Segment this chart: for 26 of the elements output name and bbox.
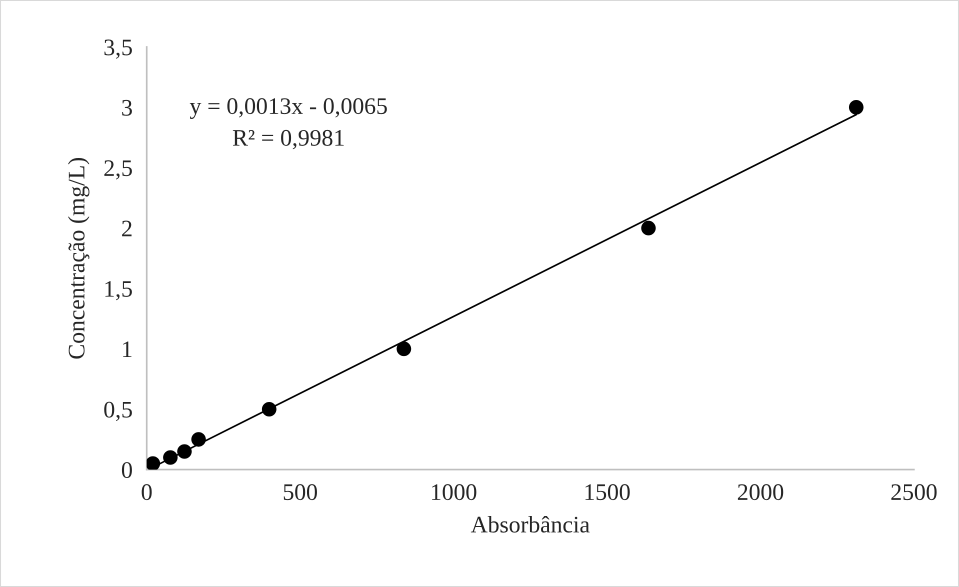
point — [177, 444, 192, 459]
y-axis-title: Concentração (mg/L) — [68, 158, 90, 359]
x-tick-label: 0 — [142, 484, 152, 500]
point — [262, 402, 276, 417]
point — [641, 220, 656, 236]
y-tick-label: 0,5 — [104, 402, 132, 422]
y-tick-label: 0 — [122, 462, 132, 478]
x-tick-label: 2000 — [738, 484, 784, 500]
point — [163, 450, 178, 465]
x-tick-label: 2500 — [891, 484, 937, 500]
point — [396, 342, 412, 356]
y-tick-label: 2 — [122, 220, 132, 236]
point — [191, 432, 206, 447]
y-tick-label: 1,5 — [105, 281, 132, 300]
x-axis-title: Absorbância — [470, 516, 590, 533]
y-tick-label: 3 — [122, 100, 132, 116]
y-tick-label: 2,5 — [104, 160, 132, 180]
y-tick-label: 1 — [123, 341, 132, 358]
x-tick-label: 1000 — [432, 484, 476, 500]
x-tick-label: 1500 — [586, 484, 630, 500]
point — [848, 100, 864, 115]
point — [146, 456, 160, 470]
x-tick-label: 500 — [284, 484, 317, 500]
y-tick-label: 3,5 — [104, 40, 132, 59]
annotation: y = 0,0013x - 0,0065 — [190, 98, 387, 119]
annotation: R² = 0,9981 — [232, 130, 344, 150]
